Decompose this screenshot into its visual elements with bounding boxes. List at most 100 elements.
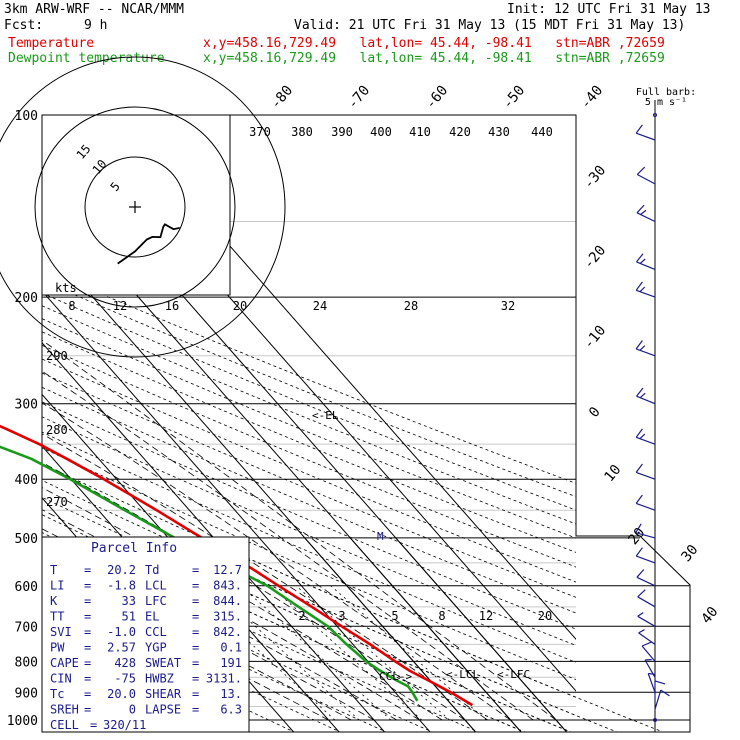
hodograph-ring xyxy=(34,106,236,308)
hodograph-speed-tick: 28 xyxy=(404,299,418,313)
theta-label: 390 xyxy=(331,125,353,139)
parcel-equals: = xyxy=(84,610,91,624)
parcel-field-name: LAPSE xyxy=(145,703,181,717)
wind-barb xyxy=(641,641,656,662)
lfc-annotation: <-LFC xyxy=(497,668,530,681)
parcel-equals: = xyxy=(84,656,91,670)
parcel-field-name: SHEAR xyxy=(145,687,182,701)
isotherm-label: -20 xyxy=(581,243,610,273)
parcel-field-value: 13. xyxy=(220,687,242,701)
isotherm xyxy=(395,537,568,732)
moist-adiabat xyxy=(42,339,557,721)
dry-adiabat xyxy=(42,416,576,646)
mixing-ratio-label: 2 xyxy=(298,609,305,623)
parcel-field-value: 844. xyxy=(213,594,242,608)
theta-label: 420 xyxy=(449,125,471,139)
parcel-field-value: 428 xyxy=(114,656,136,670)
pressure-tick-label: 800 xyxy=(15,655,38,670)
parcel-field-value: 20.2 xyxy=(107,563,136,577)
parcel-equals: = xyxy=(192,672,199,686)
hodograph-ring xyxy=(0,56,286,358)
pressure-tick-label: 300 xyxy=(15,398,38,413)
parcel-field-name: CCL xyxy=(145,625,167,639)
pressure-tick-label: 500 xyxy=(15,532,38,547)
pressure-tick-label: 600 xyxy=(15,580,38,595)
pressure-tick-label: 700 xyxy=(15,620,38,635)
parcel-field-value: 842. xyxy=(213,625,242,639)
dry-adiabat xyxy=(42,292,576,511)
temperature-legend-label: Temperature xyxy=(8,36,95,51)
isotherm xyxy=(42,290,431,732)
parcel-field-name: HWBZ xyxy=(145,672,174,686)
wind-barb xyxy=(636,387,656,405)
wind-barb xyxy=(635,340,656,357)
ccl-annotation: CCL-> xyxy=(379,670,412,683)
moist-adiabat xyxy=(42,402,511,721)
wind-barb xyxy=(653,113,657,117)
dewpoint-profile xyxy=(0,445,419,702)
theta-label: 270 xyxy=(46,495,68,509)
fcst-label: Fcst: xyxy=(4,18,44,33)
barb-legend-unit: 5 m s⁻¹ xyxy=(645,97,687,108)
wind-barb xyxy=(637,589,656,608)
hodograph-ring xyxy=(84,156,186,258)
isotherm xyxy=(0,115,21,733)
pressure-tick-label: 1000 xyxy=(7,714,38,729)
parcel-field-value: 33 xyxy=(122,594,136,608)
parcel-equals: = xyxy=(192,625,199,639)
wind-barb xyxy=(637,612,656,627)
parcel-field-name: K xyxy=(50,594,58,608)
wind-barb xyxy=(635,428,656,445)
parcel-field-name: Td xyxy=(145,563,159,577)
hodograph-speed-tick: kts xyxy=(55,281,77,295)
dry-adiabat xyxy=(202,537,666,732)
mixing-ratio-label: 3 xyxy=(338,609,345,623)
init-time: Init: 12 UTC Fri 31 May 13 xyxy=(507,2,711,17)
wind-barb xyxy=(636,569,656,587)
isotherm-label: -50 xyxy=(500,83,529,113)
isotherm-label: -40 xyxy=(578,83,607,113)
wind-barb xyxy=(635,547,656,564)
barb-legend-title: Full barb: xyxy=(636,87,696,98)
moist-adiabat xyxy=(42,370,534,721)
parcel-equals: = xyxy=(192,579,199,593)
parcel-field-name: EL xyxy=(145,610,159,624)
isotherm-label: -60 xyxy=(423,83,452,113)
wind-barb xyxy=(636,204,656,223)
parcel-equals: = xyxy=(84,687,91,701)
wind-barb xyxy=(636,166,656,185)
pressure-tick-label: 900 xyxy=(15,686,38,701)
isotherm xyxy=(349,537,523,732)
parcel-field-value: 6.3 xyxy=(220,703,242,717)
hodograph-speed-tick: 16 xyxy=(165,299,179,313)
mixing-ratio-line xyxy=(295,585,450,721)
wind-barb xyxy=(636,253,656,270)
parcel-field-value: 20.0 xyxy=(107,687,136,701)
parcel-marker: M xyxy=(377,530,384,543)
wind-barb xyxy=(635,281,656,298)
hodograph-speed-tick: 24 xyxy=(313,299,327,313)
parcel-info-title: Parcel Info xyxy=(91,541,177,556)
temperature-location: x,y=458.16,729.49 lat,lon= 45.44, -98.41… xyxy=(203,36,665,51)
isotherm-label: 0 xyxy=(586,404,604,421)
parcel-field-value: 0.1 xyxy=(220,641,242,655)
parcel-field-name: CIN xyxy=(50,672,72,686)
parcel-field-value: 320/11 xyxy=(103,718,146,732)
theta-label: 370 xyxy=(249,125,271,139)
parcel-field-name: PW xyxy=(50,641,65,655)
parcel-field-value: 191 xyxy=(220,656,242,670)
parcel-field-name: T xyxy=(50,563,57,577)
isotherm-label: -70 xyxy=(345,83,374,113)
temperature-profile xyxy=(0,424,474,707)
pressure-tick-label: 400 xyxy=(15,473,38,488)
hodograph-speed-tick: 32 xyxy=(501,299,515,313)
parcel-field-name: YGP xyxy=(145,641,167,655)
hodograph-speed-tick: 12 xyxy=(113,299,127,313)
wind-barb xyxy=(653,718,657,722)
parcel-field-name: SREH xyxy=(50,703,79,717)
dry-adiabat xyxy=(42,372,576,598)
parcel-equals: = xyxy=(84,594,91,608)
isotherm xyxy=(42,341,386,732)
parcel-field-value: 843. xyxy=(213,579,242,593)
